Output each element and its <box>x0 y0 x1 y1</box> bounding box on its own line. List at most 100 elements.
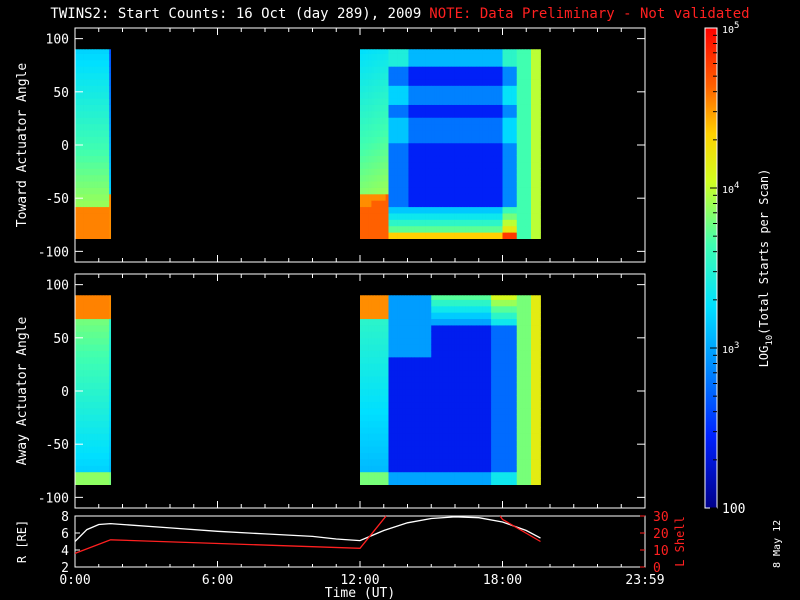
heat-cell <box>394 344 398 351</box>
heat-cell <box>75 331 79 339</box>
heat-cell <box>522 401 526 409</box>
heat-cell <box>442 181 446 188</box>
heat-cell <box>513 325 518 332</box>
heat-cell <box>462 219 466 227</box>
heat-cell <box>391 459 395 466</box>
heat-cell <box>471 295 475 300</box>
heat-cell <box>80 187 84 195</box>
heat-cell <box>388 174 392 182</box>
heat-cell <box>439 331 444 339</box>
heat-cell <box>103 110 107 118</box>
heat-cell <box>533 318 538 326</box>
heat-cell <box>493 85 498 93</box>
heat-cell <box>499 232 503 239</box>
heat-cell <box>502 363 506 371</box>
heat-cell <box>417 174 421 182</box>
heat-cell <box>97 181 102 188</box>
heat-cell <box>388 232 392 239</box>
heat-cell <box>425 471 429 479</box>
heat-cell <box>397 337 401 345</box>
heat-cell <box>379 49 384 54</box>
heat-cell <box>428 382 432 390</box>
heat-cell <box>94 206 99 214</box>
heat-cell <box>402 446 406 454</box>
heat-cell <box>425 312 429 320</box>
heat-cell <box>100 79 104 86</box>
heat-cell <box>385 459 389 466</box>
heat-cell <box>488 356 492 364</box>
heat-cell <box>77 420 82 428</box>
heat-cell <box>488 382 492 390</box>
heat-cell <box>471 225 475 233</box>
heat-cell <box>397 104 401 112</box>
heat-cell <box>419 130 424 137</box>
heat-cell <box>374 318 378 326</box>
heat-cell <box>417 299 421 307</box>
heat-cell <box>425 213 429 220</box>
heat-cell <box>362 187 367 195</box>
heat-cell <box>485 149 489 157</box>
heat-cell <box>468 155 472 163</box>
heat-cell <box>414 414 418 422</box>
heat-cell <box>459 66 463 74</box>
heat-cell <box>377 181 381 188</box>
heat-cell <box>528 110 532 118</box>
heat-cell <box>86 174 90 182</box>
heat-cell <box>92 136 96 144</box>
heat-cell <box>522 66 526 74</box>
heat-cell <box>425 59 429 67</box>
heat-cell <box>405 66 409 74</box>
heat-cell <box>533 295 538 300</box>
heat-cell <box>417 408 421 415</box>
heat-cell <box>491 446 495 454</box>
heat-cell <box>479 53 483 61</box>
heat-cell <box>382 117 387 125</box>
heat-cell <box>502 471 506 479</box>
heat-cell <box>89 363 93 371</box>
heat-cell <box>405 337 409 345</box>
heat-cell <box>448 401 452 409</box>
heat-cell <box>368 85 372 93</box>
heat-cell <box>462 299 466 307</box>
heat-cell <box>388 363 392 371</box>
heat-cell <box>459 376 463 383</box>
heat-cell <box>106 465 110 473</box>
heat-cell <box>493 168 498 176</box>
heat-cell <box>508 53 512 61</box>
heat-cell <box>368 325 372 332</box>
heat-cell <box>454 193 458 201</box>
heat-cell <box>391 452 395 460</box>
heat-cell <box>414 420 418 428</box>
heat-cell <box>428 136 432 144</box>
heat-cell <box>499 168 503 176</box>
heat-cell <box>402 162 406 169</box>
heat-cell <box>103 356 107 364</box>
heat-cell <box>83 130 87 137</box>
heat-cell <box>89 136 93 144</box>
heat-cell <box>368 446 372 454</box>
heat-cell <box>508 225 512 233</box>
heat-cell <box>408 350 412 358</box>
heat-cell <box>451 72 455 80</box>
heat-cell <box>391 59 395 67</box>
heat-cell <box>476 356 481 364</box>
heat-cell <box>511 299 515 307</box>
heat-cell <box>374 350 378 358</box>
heat-cell <box>508 219 512 227</box>
heat-cell <box>391 356 395 364</box>
heat-cell <box>528 181 532 188</box>
heat-cell <box>86 433 90 441</box>
heat-cell <box>445 59 449 67</box>
heat-cell <box>539 318 541 326</box>
heat-cell <box>106 471 110 479</box>
heat-cell <box>411 66 415 74</box>
heat-cell <box>86 187 90 195</box>
heat-cell <box>360 325 364 332</box>
heat-cell <box>414 123 418 131</box>
heat-cell <box>92 318 96 326</box>
heat-cell <box>431 142 435 150</box>
heat-cell <box>499 446 503 454</box>
heat-cell <box>100 295 104 300</box>
heat-cell <box>382 459 387 466</box>
heat-cell <box>75 369 79 377</box>
